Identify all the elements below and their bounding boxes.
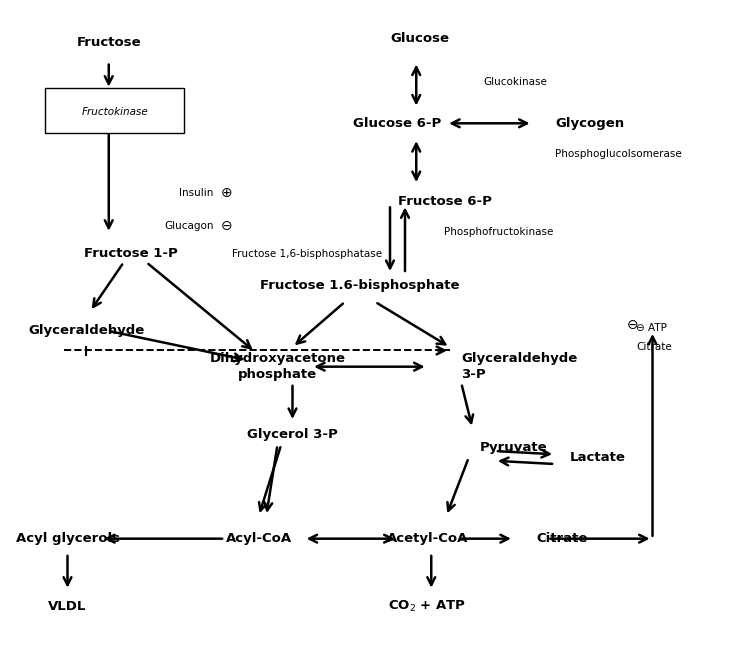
Text: Fructose 1-P: Fructose 1-P bbox=[84, 247, 178, 260]
Text: Fructose 1.6-bisphosphate: Fructose 1.6-bisphosphate bbox=[260, 279, 460, 292]
Text: Glucose: Glucose bbox=[391, 32, 449, 45]
Text: Dihydroxyacetone
phosphate: Dihydroxyacetone phosphate bbox=[209, 352, 346, 381]
Text: Acyl glycerols: Acyl glycerols bbox=[16, 532, 119, 545]
Text: VLDL: VLDL bbox=[48, 600, 87, 613]
Text: Acyl-CoA: Acyl-CoA bbox=[226, 532, 292, 545]
Text: Glycerol 3-P: Glycerol 3-P bbox=[248, 428, 338, 441]
Text: Fructose 1,6-bisphosphatase: Fructose 1,6-bisphosphatase bbox=[232, 249, 382, 260]
Text: Glucokinase: Glucokinase bbox=[483, 77, 547, 88]
Text: Lactate: Lactate bbox=[570, 451, 626, 464]
FancyBboxPatch shape bbox=[45, 88, 184, 133]
Text: Citrate: Citrate bbox=[636, 342, 672, 352]
Text: ⊕: ⊕ bbox=[220, 186, 232, 201]
Text: ⊖ ATP: ⊖ ATP bbox=[636, 323, 667, 333]
Text: Citrate: Citrate bbox=[536, 532, 588, 545]
Text: Fructose 6-P: Fructose 6-P bbox=[398, 195, 491, 208]
Text: ⊖: ⊖ bbox=[627, 317, 638, 332]
Text: Phosphofructokinase: Phosphofructokinase bbox=[444, 227, 554, 237]
Text: Glycogen: Glycogen bbox=[555, 117, 624, 130]
Text: Glucagon: Glucagon bbox=[164, 221, 214, 231]
Text: Glyceraldehyde
3-P: Glyceraldehyde 3-P bbox=[461, 352, 578, 381]
Text: Insulin: Insulin bbox=[179, 188, 214, 199]
Text: Acetyl-CoA: Acetyl-CoA bbox=[387, 532, 468, 545]
Text: Fructose: Fructose bbox=[76, 36, 141, 49]
Text: Glucose 6-P: Glucose 6-P bbox=[353, 117, 442, 130]
Text: ⊖: ⊖ bbox=[220, 219, 232, 233]
Text: Phosphoglucolsomerase: Phosphoglucolsomerase bbox=[555, 149, 682, 160]
Text: Fructokinase: Fructokinase bbox=[81, 106, 148, 117]
Text: Glyceraldehyde: Glyceraldehyde bbox=[28, 324, 144, 337]
Text: CO$_2$ + ATP: CO$_2$ + ATP bbox=[388, 599, 466, 615]
Text: Pyruvate: Pyruvate bbox=[480, 441, 548, 454]
